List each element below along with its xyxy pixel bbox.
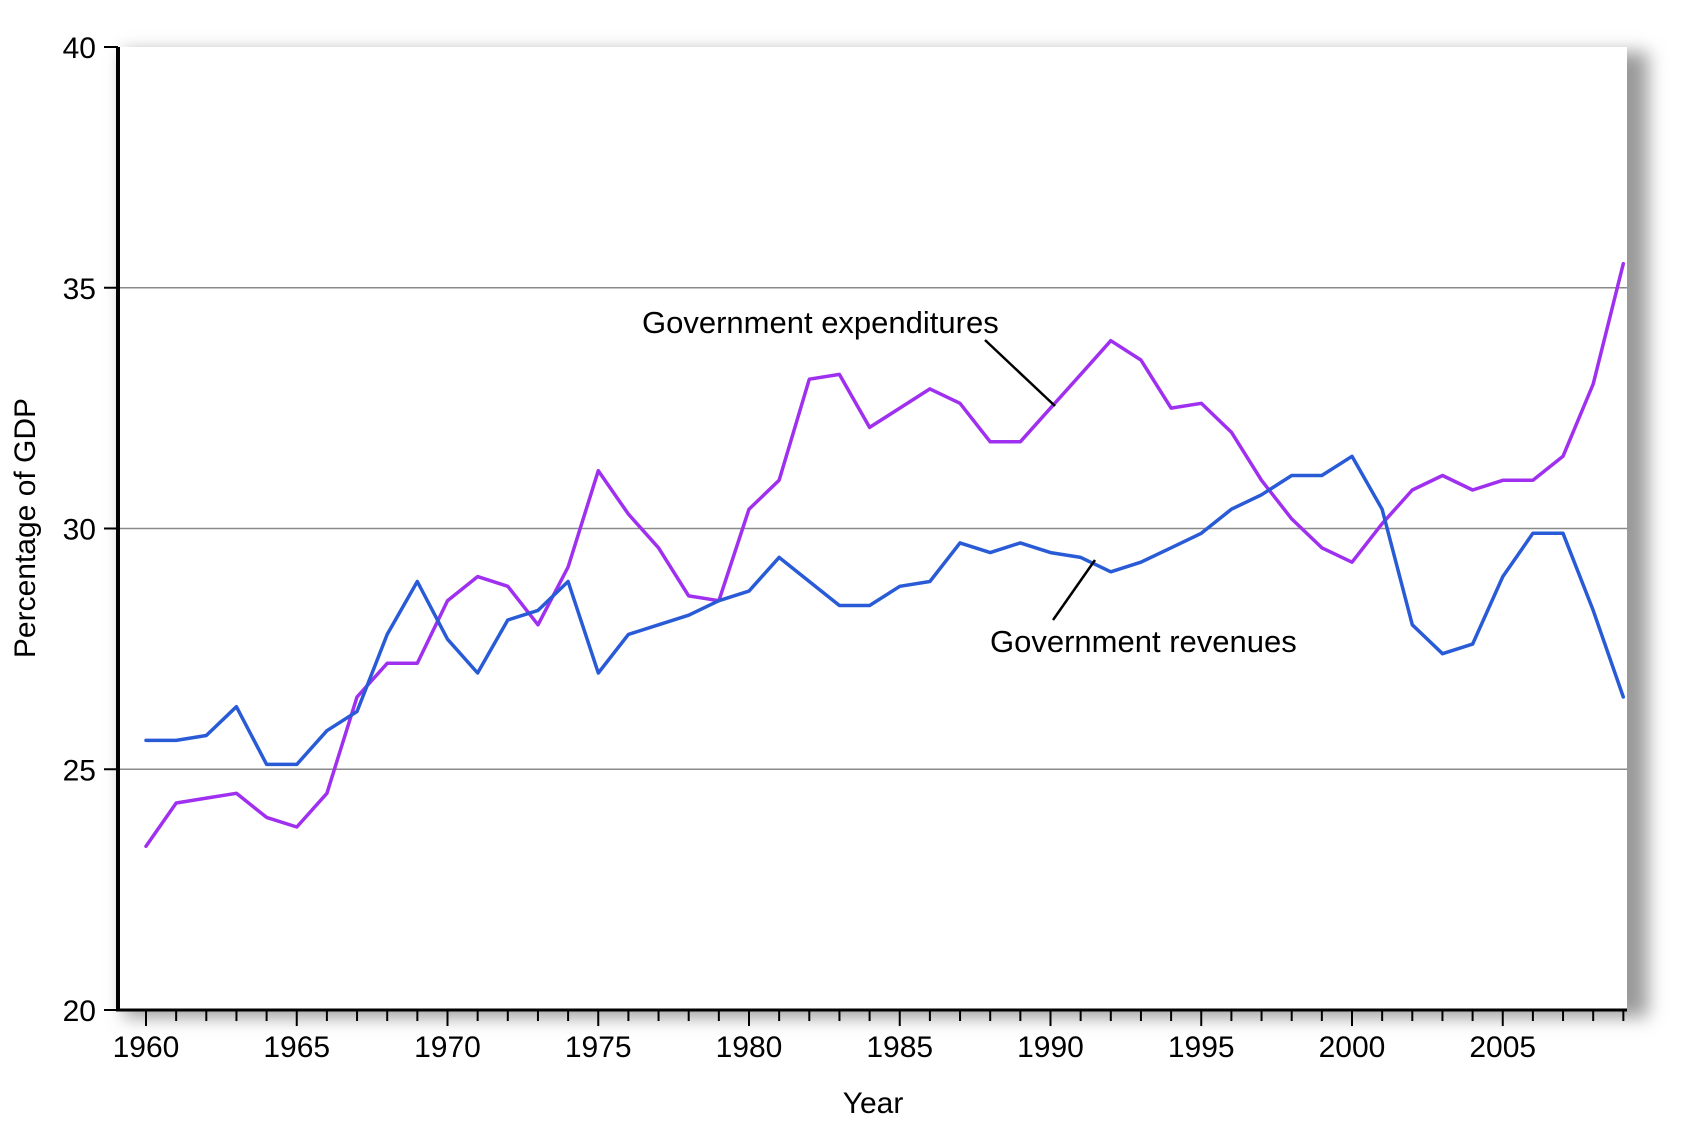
expenditures-annotation: Government expenditures <box>642 305 999 340</box>
x-tick-label: 1995 <box>1168 1031 1235 1064</box>
x-tick-label: 2000 <box>1319 1031 1386 1064</box>
revenues-annotation: Government revenues <box>990 624 1297 659</box>
x-tick-label: 1960 <box>113 1031 180 1064</box>
x-tick-label: 1975 <box>565 1031 632 1064</box>
series-lines <box>144 261 1626 849</box>
y-tick-label: 40 <box>63 32 96 65</box>
expenditures-leader-line <box>984 339 1056 407</box>
x-axis-title: Year <box>843 1087 904 1120</box>
series-line-government-revenues <box>144 454 1626 767</box>
series-line-government-expenditures <box>144 261 1626 849</box>
x-tick-label: 1990 <box>1017 1031 1084 1064</box>
y-tick-label: 30 <box>63 514 96 547</box>
revenues-leader-line <box>1051 559 1097 621</box>
y-tick-label: 35 <box>63 273 96 306</box>
x-ticks: 1960 1965 1970 1975 1980 1985 1990 1995 2000 2005 <box>113 1010 1625 1064</box>
y-tick-label: 20 <box>63 995 96 1028</box>
x-tick-label: 1985 <box>866 1031 933 1064</box>
y-axis-title: Percentage of GDP <box>9 398 42 658</box>
x-tick-label: 1970 <box>414 1031 481 1064</box>
x-tick-label: 1965 <box>263 1031 330 1064</box>
gridlines <box>118 287 1627 770</box>
y-tick-label: 25 <box>63 754 96 787</box>
y-ticks: 20 25 30 35 40 <box>63 32 118 1028</box>
x-tick-label: 1980 <box>716 1031 783 1064</box>
x-tick-label: 2005 <box>1469 1031 1536 1064</box>
